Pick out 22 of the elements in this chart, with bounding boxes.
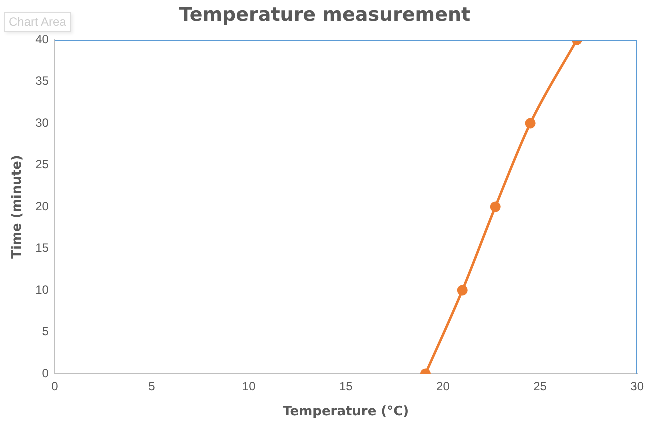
y-tick-label: 0 (42, 366, 50, 380)
x-axis-title: Temperature (°C) (283, 404, 410, 420)
y-tick-label: 5 (42, 324, 50, 339)
y-tick-label: 40 (36, 32, 50, 46)
y-axis-title: Time (minute) (10, 155, 26, 259)
x-tick-label: 20 (436, 380, 450, 394)
y-tick-label: 20 (36, 199, 50, 214)
chart-title: Temperature measurement (179, 4, 471, 26)
x-tick-label: 25 (534, 380, 548, 394)
y-tick-label: 10 (36, 282, 50, 297)
x-tick-label: 30 (630, 380, 644, 394)
point (490, 202, 501, 212)
x-tick-label: 10 (242, 380, 256, 394)
y-tick-label: 25 (36, 158, 50, 172)
y-tick-label: 30 (36, 116, 50, 130)
y-tick-label: 15 (36, 241, 50, 256)
x-tick-label: 5 (148, 380, 156, 394)
point (525, 118, 536, 129)
x-tick-label: 0 (52, 380, 59, 394)
x-tick-label: 15 (339, 380, 354, 394)
y-tick-label: 35 (36, 74, 50, 88)
point (457, 285, 468, 296)
